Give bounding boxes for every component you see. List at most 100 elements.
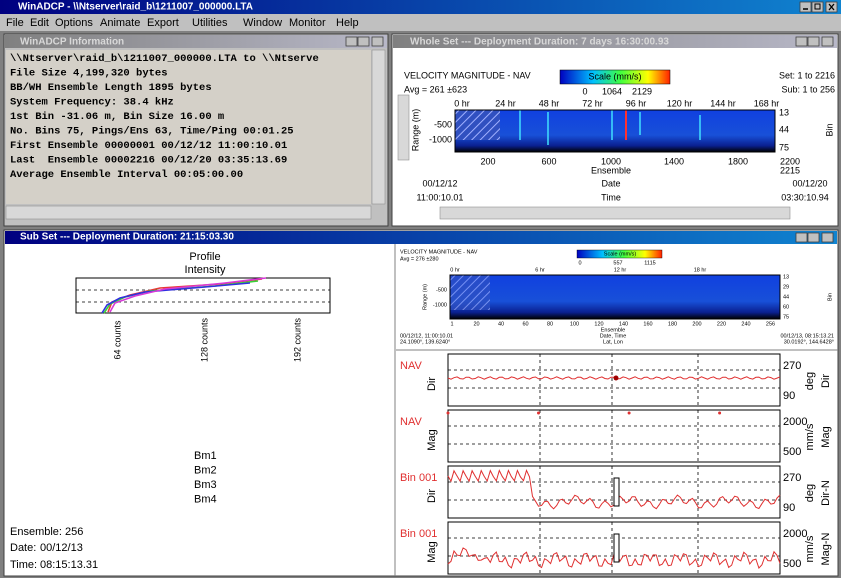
start-date: 00/12/12 (422, 178, 457, 188)
bin-label: Bin (827, 293, 833, 301)
ensemble-tick: 1400 (664, 156, 684, 166)
profile-title: Profile (189, 251, 220, 263)
status-date: 00/12/13 (40, 542, 83, 554)
hour-tick: 18 hr (694, 267, 707, 273)
info-line: \\Ntserver\raid_b\1211007_000000.LTA to … (10, 53, 319, 65)
end-position: 30.0192°, 144.6428° (784, 339, 834, 345)
hour-tick: 0 hr (450, 267, 460, 273)
bin-tick: 44 (779, 124, 789, 134)
hour-tick: 96 hr (626, 98, 647, 108)
app-title: WinADCP - \\Ntserver\raid_b\1211007_0000… (18, 2, 253, 13)
menu-item[interactable]: Animate (100, 17, 140, 29)
panel-variable: Mag (426, 429, 438, 450)
panel-tick: 500 (783, 558, 801, 570)
start-time: 11:00:10.01 (417, 192, 464, 202)
window-title: WinADCP Information (20, 37, 124, 48)
scale-tick: 557 (613, 260, 622, 266)
panel-tick: 270 (783, 472, 801, 484)
menu-item[interactable]: Options (55, 17, 93, 29)
scale-label: Scale (mm/s) (588, 71, 641, 81)
y-tick: -500 (434, 119, 452, 129)
menu-item[interactable]: Window (243, 17, 282, 29)
bin-tick: 75 (779, 142, 789, 152)
ensemble-tick: 40 (498, 321, 504, 327)
ensemble-tick: 256 (766, 321, 775, 327)
menu-item[interactable]: Utilities (192, 17, 228, 29)
ensemble-tick: 80 (547, 321, 553, 327)
profile-tick: 64 counts (112, 320, 122, 360)
position-label: Lat, Lon (603, 339, 623, 345)
ensemble-tick: 1 (450, 321, 453, 327)
contour-plot (455, 110, 775, 152)
menu-item[interactable]: Help (336, 17, 359, 29)
panel-source: Bin 001 (400, 472, 437, 484)
bin-tick: 44 (783, 294, 789, 300)
panel-source: Bin 001 (400, 528, 437, 540)
info-hscroll[interactable] (6, 206, 371, 219)
legend-entry: Bm1 (194, 450, 217, 462)
ensemble-tick: 160 (643, 321, 652, 327)
trace-point (447, 412, 450, 415)
end-date: 00/12/20 (792, 178, 827, 188)
time-label: Time (601, 192, 621, 202)
window-title: Whole Set --- Deployment Duration: 7 day… (410, 37, 669, 48)
sub-set-buttons[interactable] (796, 233, 833, 242)
scale-label: Scale (mm/s) (604, 251, 637, 257)
bin-tick: 29 (783, 284, 789, 290)
panel-name: Dir (820, 374, 832, 388)
status-date-label: Date: (10, 542, 36, 554)
app-buttons[interactable] (800, 2, 837, 12)
hour-tick: 12 hr (614, 267, 627, 273)
info-line: Average Ensemble Interval 00:05:00.00 (10, 169, 243, 181)
panel-unit: mm/s (804, 423, 816, 450)
ensemble-tick: 220 (717, 321, 726, 327)
whole-set-hscroll[interactable] (440, 207, 790, 219)
set-range: Set: 1 to 2216 (779, 70, 835, 80)
panel-unit: deg (804, 372, 816, 390)
panel-variable: Mag (426, 541, 438, 562)
legend-entry: Bm4 (194, 493, 217, 505)
status-time-label: Time: (10, 559, 37, 571)
profile-tick: 128 counts (199, 317, 209, 362)
panel-tick: 90 (783, 390, 795, 402)
y-label: Range (m) (410, 109, 420, 152)
y-label: Range (m) (422, 284, 428, 310)
ensemble-tick: 240 (741, 321, 750, 327)
hour-tick: 0 hr (454, 98, 470, 108)
window-title: Sub Set --- Deployment Duration: 21:15:0… (20, 232, 234, 243)
hour-tick: 144 hr (710, 98, 736, 108)
panel-source: NAV (400, 360, 422, 372)
screen: WinADCP - \\Ntserver\raid_b\1211007_0000… (0, 0, 841, 578)
info-buttons[interactable] (346, 37, 383, 46)
scale-tick: 2129 (632, 86, 652, 96)
hour-tick: 48 hr (539, 98, 560, 108)
bin-tick: 60 (783, 304, 789, 310)
sub-hatch-region (450, 275, 490, 310)
whole-set-buttons[interactable] (796, 37, 833, 46)
sub-range: Sub: 1 to 256 (781, 84, 835, 94)
menu-item[interactable]: File (6, 17, 24, 29)
hour-tick: 24 hr (495, 98, 516, 108)
ensemble-end: 2215 (780, 165, 800, 175)
whole-set-vscroll[interactable] (398, 95, 409, 160)
scale-tick: 0 (582, 86, 587, 96)
info-line: BB/WH Ensemble Length 1895 bytes (10, 82, 212, 94)
info-line: File Size 4,199,320 bytes (10, 67, 168, 79)
bin-tick: 13 (779, 107, 789, 117)
y-tick: -500 (436, 287, 447, 293)
sub-contour-plot (450, 275, 780, 319)
info-vscroll[interactable] (372, 50, 385, 204)
date-label: Date (601, 178, 620, 188)
trace-point (718, 412, 721, 415)
info-line: First Ensemble 00000001 00/12/12 11:00:1… (10, 140, 287, 152)
panel-tick: 270 (783, 360, 801, 372)
panel-variable: Dir (426, 489, 438, 503)
profile-tick: 192 counts (292, 317, 302, 362)
info-line: Last Ensemble 00002216 00/12/20 03:35:13… (10, 154, 287, 166)
legend-entry: Bm3 (194, 479, 217, 491)
menu-item[interactable]: Monitor (289, 17, 326, 29)
panel-unit: mm/s (804, 535, 816, 562)
menu-item[interactable]: Edit (30, 17, 49, 29)
ensemble-tick: 200 (692, 321, 701, 327)
menu-item[interactable]: Export (147, 17, 179, 29)
